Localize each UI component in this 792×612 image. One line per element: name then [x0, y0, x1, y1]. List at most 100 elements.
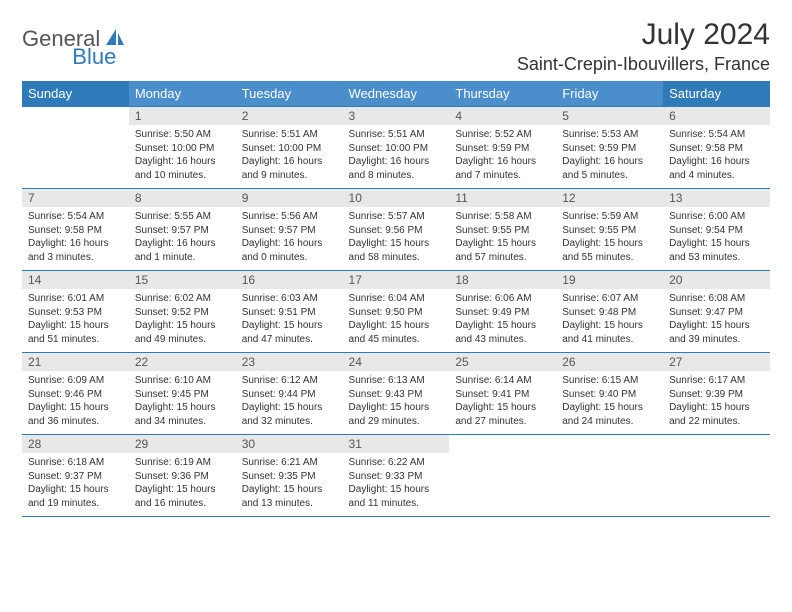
day-details: Sunrise: 6:18 AMSunset: 9:37 PMDaylight:…	[22, 453, 129, 516]
day-details: Sunrise: 6:17 AMSunset: 9:39 PMDaylight:…	[663, 371, 770, 434]
day-details: Sunrise: 5:51 AMSunset: 10:00 PMDaylight…	[343, 125, 450, 188]
daylight-value: 15 hours and 29 minutes.	[349, 402, 430, 427]
sunrise-value: 6:00 AM	[709, 211, 746, 222]
day-number: 28	[22, 435, 129, 453]
day-details: Sunrise: 6:07 AMSunset: 9:48 PMDaylight:…	[556, 289, 663, 352]
sunrise-value: 6:18 AM	[67, 457, 104, 468]
calendar-cell: 21Sunrise: 6:09 AMSunset: 9:46 PMDayligh…	[22, 353, 129, 435]
sunrise-value: 6:13 AM	[388, 375, 425, 386]
calendar-cell: 12Sunrise: 5:59 AMSunset: 9:55 PMDayligh…	[556, 189, 663, 271]
day-details: Sunrise: 6:13 AMSunset: 9:43 PMDaylight:…	[343, 371, 450, 434]
day-number: 16	[236, 271, 343, 289]
sunset-value: 9:35 PM	[278, 471, 315, 482]
daylight-value: 16 hours and 5 minutes.	[562, 156, 643, 181]
calendar-cell: 8Sunrise: 5:55 AMSunset: 9:57 PMDaylight…	[129, 189, 236, 271]
logo: General Blue	[22, 18, 174, 52]
sunrise-value: 5:54 AM	[67, 211, 104, 222]
sunrise-value: 5:53 AM	[602, 129, 639, 140]
day-number: 31	[343, 435, 450, 453]
calendar-cell: 13Sunrise: 6:00 AMSunset: 9:54 PMDayligh…	[663, 189, 770, 271]
day-details: Sunrise: 5:58 AMSunset: 9:55 PMDaylight:…	[449, 207, 556, 270]
calendar-cell: 7Sunrise: 5:54 AMSunset: 9:58 PMDaylight…	[22, 189, 129, 271]
daylight-value: 15 hours and 36 minutes.	[28, 402, 109, 427]
header: General Blue July 2024 Saint-Crepin-Ibou…	[22, 18, 770, 75]
calendar-row: 1Sunrise: 5:50 AMSunset: 10:00 PMDayligh…	[22, 107, 770, 189]
daylight-value: 16 hours and 3 minutes.	[28, 238, 109, 263]
day-details: Sunrise: 5:52 AMSunset: 9:59 PMDaylight:…	[449, 125, 556, 188]
sunset-value: 9:55 PM	[492, 225, 529, 236]
sunrise-value: 5:50 AM	[174, 129, 211, 140]
calendar-cell: 14Sunrise: 6:01 AMSunset: 9:53 PMDayligh…	[22, 271, 129, 353]
day-number: 14	[22, 271, 129, 289]
day-details: Sunrise: 5:54 AMSunset: 9:58 PMDaylight:…	[22, 207, 129, 270]
sunrise-value: 6:21 AM	[281, 457, 318, 468]
sunrise-value: 6:07 AM	[602, 293, 639, 304]
daylight-value: 15 hours and 47 minutes.	[242, 320, 323, 345]
calendar-cell: 18Sunrise: 6:06 AMSunset: 9:49 PMDayligh…	[449, 271, 556, 353]
daylight-value: 15 hours and 27 minutes.	[455, 402, 536, 427]
day-details: Sunrise: 6:09 AMSunset: 9:46 PMDaylight:…	[22, 371, 129, 434]
day-number: 4	[449, 107, 556, 125]
sunrise-value: 6:19 AM	[174, 457, 211, 468]
sunrise-value: 6:10 AM	[174, 375, 211, 386]
calendar-cell: 1Sunrise: 5:50 AMSunset: 10:00 PMDayligh…	[129, 107, 236, 189]
day-details: Sunrise: 5:51 AMSunset: 10:00 PMDaylight…	[236, 125, 343, 188]
sunset-value: 9:41 PM	[492, 389, 529, 400]
calendar-row: 7Sunrise: 5:54 AMSunset: 9:58 PMDaylight…	[22, 189, 770, 271]
day-details: Sunrise: 6:00 AMSunset: 9:54 PMDaylight:…	[663, 207, 770, 270]
day-details: Sunrise: 5:59 AMSunset: 9:55 PMDaylight:…	[556, 207, 663, 270]
daylight-value: 16 hours and 7 minutes.	[455, 156, 536, 181]
calendar-cell	[556, 435, 663, 517]
sunset-value: 9:57 PM	[172, 225, 209, 236]
calendar-cell: 31Sunrise: 6:22 AMSunset: 9:33 PMDayligh…	[343, 435, 450, 517]
sunset-value: 9:46 PM	[65, 389, 102, 400]
daylight-value: 15 hours and 11 minutes.	[349, 484, 430, 509]
sunrise-value: 5:55 AM	[174, 211, 211, 222]
calendar-cell: 22Sunrise: 6:10 AMSunset: 9:45 PMDayligh…	[129, 353, 236, 435]
day-number: 5	[556, 107, 663, 125]
calendar-row: 21Sunrise: 6:09 AMSunset: 9:46 PMDayligh…	[22, 353, 770, 435]
day-number: 22	[129, 353, 236, 371]
sunset-value: 9:36 PM	[172, 471, 209, 482]
day-header: Monday	[129, 81, 236, 107]
sunrise-value: 6:06 AM	[495, 293, 532, 304]
sunset-value: 10:00 PM	[385, 143, 428, 154]
day-number: 23	[236, 353, 343, 371]
sunrise-value: 6:01 AM	[67, 293, 104, 304]
day-details: Sunrise: 6:03 AMSunset: 9:51 PMDaylight:…	[236, 289, 343, 352]
daylight-value: 16 hours and 4 minutes.	[669, 156, 750, 181]
sunset-value: 9:43 PM	[385, 389, 422, 400]
day-number: 30	[236, 435, 343, 453]
sunset-value: 9:59 PM	[599, 143, 636, 154]
sunrise-value: 6:22 AM	[388, 457, 425, 468]
day-details: Sunrise: 6:10 AMSunset: 9:45 PMDaylight:…	[129, 371, 236, 434]
sunset-value: 9:57 PM	[278, 225, 315, 236]
calendar-cell: 2Sunrise: 5:51 AMSunset: 10:00 PMDayligh…	[236, 107, 343, 189]
daylight-value: 15 hours and 55 minutes.	[562, 238, 643, 263]
day-header: Friday	[556, 81, 663, 107]
sunset-value: 9:56 PM	[385, 225, 422, 236]
sunrise-value: 6:03 AM	[281, 293, 318, 304]
day-details: Sunrise: 6:04 AMSunset: 9:50 PMDaylight:…	[343, 289, 450, 352]
calendar-cell: 19Sunrise: 6:07 AMSunset: 9:48 PMDayligh…	[556, 271, 663, 353]
daylight-value: 15 hours and 45 minutes.	[349, 320, 430, 345]
calendar-cell	[449, 435, 556, 517]
day-details: Sunrise: 5:54 AMSunset: 9:58 PMDaylight:…	[663, 125, 770, 188]
sunrise-value: 5:51 AM	[388, 129, 425, 140]
sunset-value: 9:59 PM	[492, 143, 529, 154]
calendar-cell	[663, 435, 770, 517]
calendar-cell: 27Sunrise: 6:17 AMSunset: 9:39 PMDayligh…	[663, 353, 770, 435]
sunrise-value: 6:15 AM	[602, 375, 639, 386]
sunset-value: 9:45 PM	[172, 389, 209, 400]
daylight-value: 16 hours and 8 minutes.	[349, 156, 430, 181]
calendar-cell: 30Sunrise: 6:21 AMSunset: 9:35 PMDayligh…	[236, 435, 343, 517]
calendar-cell: 5Sunrise: 5:53 AMSunset: 9:59 PMDaylight…	[556, 107, 663, 189]
day-header-row: Sunday Monday Tuesday Wednesday Thursday…	[22, 81, 770, 107]
daylight-value: 16 hours and 0 minutes.	[242, 238, 323, 263]
calendar-cell: 20Sunrise: 6:08 AMSunset: 9:47 PMDayligh…	[663, 271, 770, 353]
calendar-cell: 24Sunrise: 6:13 AMSunset: 9:43 PMDayligh…	[343, 353, 450, 435]
calendar-cell: 23Sunrise: 6:12 AMSunset: 9:44 PMDayligh…	[236, 353, 343, 435]
day-details: Sunrise: 6:22 AMSunset: 9:33 PMDaylight:…	[343, 453, 450, 516]
sunrise-value: 5:56 AM	[281, 211, 318, 222]
daylight-value: 15 hours and 13 minutes.	[242, 484, 323, 509]
